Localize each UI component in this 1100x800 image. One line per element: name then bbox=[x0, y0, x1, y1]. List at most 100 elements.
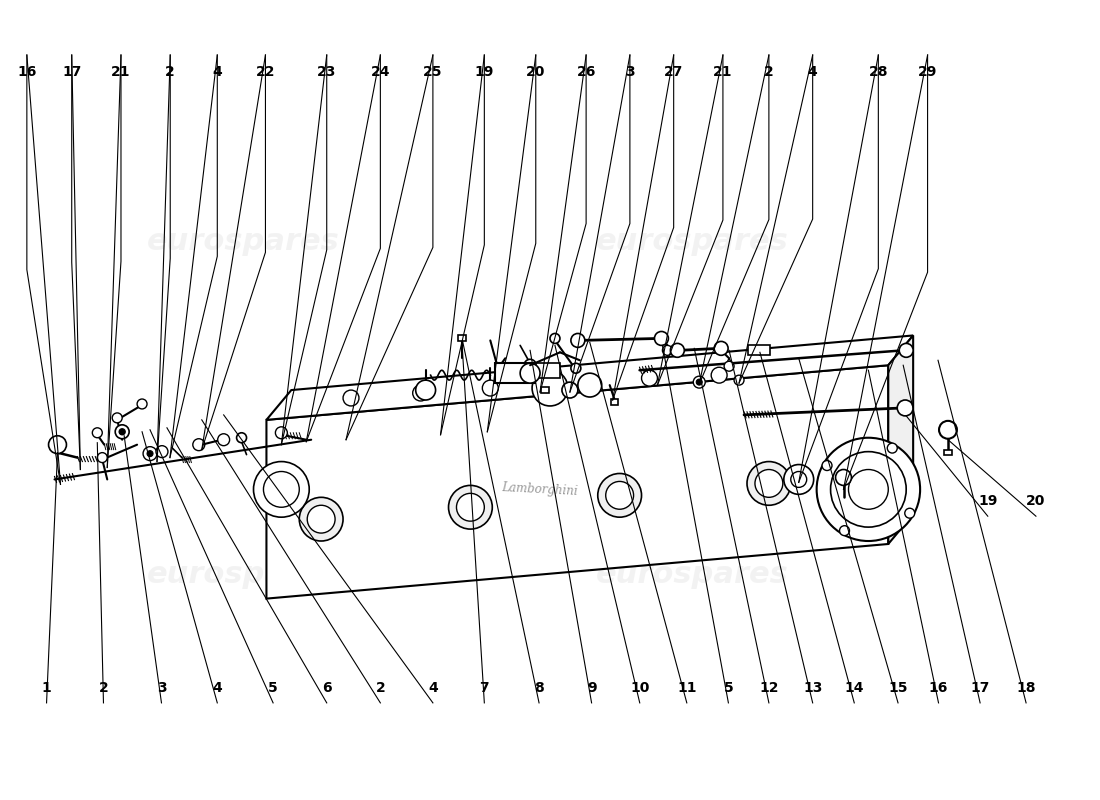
Circle shape bbox=[571, 334, 585, 347]
Bar bbox=[459, 335, 466, 342]
Text: 11: 11 bbox=[678, 681, 696, 695]
Text: 4: 4 bbox=[212, 681, 222, 695]
Circle shape bbox=[218, 434, 230, 446]
Text: 1: 1 bbox=[42, 681, 52, 695]
Circle shape bbox=[236, 433, 246, 442]
Circle shape bbox=[138, 399, 147, 409]
Text: 8: 8 bbox=[535, 681, 543, 695]
Circle shape bbox=[724, 362, 734, 371]
Text: 2: 2 bbox=[99, 681, 108, 695]
Circle shape bbox=[755, 470, 783, 498]
Polygon shape bbox=[266, 366, 889, 598]
Text: 7: 7 bbox=[480, 681, 490, 695]
Circle shape bbox=[816, 438, 920, 541]
Circle shape bbox=[939, 421, 957, 438]
Circle shape bbox=[898, 400, 913, 416]
Text: 15: 15 bbox=[889, 681, 908, 695]
Text: 12: 12 bbox=[759, 681, 779, 695]
Circle shape bbox=[482, 380, 498, 396]
Circle shape bbox=[822, 461, 832, 470]
Circle shape bbox=[905, 508, 915, 518]
Circle shape bbox=[48, 436, 66, 454]
Text: 13: 13 bbox=[803, 681, 823, 695]
Circle shape bbox=[147, 450, 153, 457]
Circle shape bbox=[112, 413, 122, 423]
Text: eurospares: eurospares bbox=[147, 226, 340, 256]
Circle shape bbox=[734, 375, 744, 385]
Text: eurospares: eurospares bbox=[147, 560, 340, 590]
Text: 26: 26 bbox=[576, 65, 596, 79]
Text: 4: 4 bbox=[212, 65, 222, 79]
Circle shape bbox=[747, 462, 791, 506]
Text: 5: 5 bbox=[724, 681, 734, 695]
Circle shape bbox=[412, 385, 429, 401]
Circle shape bbox=[693, 376, 705, 388]
Circle shape bbox=[550, 334, 560, 343]
Circle shape bbox=[670, 343, 684, 358]
Circle shape bbox=[696, 379, 702, 385]
Circle shape bbox=[839, 526, 849, 536]
Circle shape bbox=[784, 465, 814, 494]
Bar bbox=[612, 399, 618, 405]
Text: 4: 4 bbox=[807, 65, 817, 79]
Circle shape bbox=[116, 425, 129, 438]
Text: 29: 29 bbox=[917, 65, 937, 79]
Text: 17: 17 bbox=[970, 681, 990, 695]
Circle shape bbox=[343, 390, 359, 406]
Text: 4: 4 bbox=[428, 681, 438, 695]
Text: 22: 22 bbox=[255, 65, 275, 79]
Circle shape bbox=[456, 494, 484, 521]
Text: 17: 17 bbox=[62, 65, 81, 79]
Text: 9: 9 bbox=[586, 681, 596, 695]
Circle shape bbox=[899, 343, 913, 358]
Circle shape bbox=[597, 474, 641, 517]
Circle shape bbox=[836, 470, 851, 486]
Bar bbox=[748, 346, 770, 355]
Text: 23: 23 bbox=[317, 65, 337, 79]
Text: 19: 19 bbox=[978, 494, 998, 508]
Bar bbox=[541, 387, 549, 393]
Text: 3: 3 bbox=[156, 681, 166, 695]
Polygon shape bbox=[266, 335, 913, 420]
Circle shape bbox=[307, 506, 336, 533]
Text: 2: 2 bbox=[165, 65, 175, 79]
Circle shape bbox=[571, 363, 581, 373]
Text: 24: 24 bbox=[371, 65, 390, 79]
Polygon shape bbox=[889, 335, 913, 544]
Circle shape bbox=[654, 331, 669, 346]
Circle shape bbox=[156, 446, 168, 458]
Circle shape bbox=[416, 380, 436, 400]
Text: 16: 16 bbox=[18, 65, 36, 79]
Text: Lamborghini: Lamborghini bbox=[502, 481, 579, 498]
Circle shape bbox=[449, 486, 493, 529]
Bar bbox=[500, 362, 560, 378]
Circle shape bbox=[275, 427, 287, 438]
Circle shape bbox=[606, 482, 634, 510]
Circle shape bbox=[119, 429, 125, 434]
Text: 14: 14 bbox=[845, 681, 864, 695]
Circle shape bbox=[143, 446, 157, 461]
Circle shape bbox=[662, 346, 672, 355]
Text: 3: 3 bbox=[625, 65, 635, 79]
Text: 27: 27 bbox=[664, 65, 683, 79]
Text: 21: 21 bbox=[713, 65, 733, 79]
Circle shape bbox=[830, 452, 906, 527]
Text: 19: 19 bbox=[474, 65, 494, 79]
Circle shape bbox=[253, 462, 309, 517]
Circle shape bbox=[520, 363, 540, 383]
Circle shape bbox=[888, 443, 898, 453]
Circle shape bbox=[532, 370, 568, 406]
Circle shape bbox=[299, 498, 343, 541]
Circle shape bbox=[714, 342, 728, 355]
Circle shape bbox=[578, 373, 602, 397]
Text: 6: 6 bbox=[322, 681, 331, 695]
Text: 16: 16 bbox=[928, 681, 948, 695]
Text: 21: 21 bbox=[111, 65, 131, 79]
Circle shape bbox=[264, 471, 299, 507]
Text: 28: 28 bbox=[869, 65, 888, 79]
Text: 10: 10 bbox=[630, 681, 649, 695]
Text: 18: 18 bbox=[1016, 681, 1036, 695]
Circle shape bbox=[97, 453, 107, 462]
Bar bbox=[944, 450, 952, 455]
Text: 2: 2 bbox=[764, 65, 773, 79]
